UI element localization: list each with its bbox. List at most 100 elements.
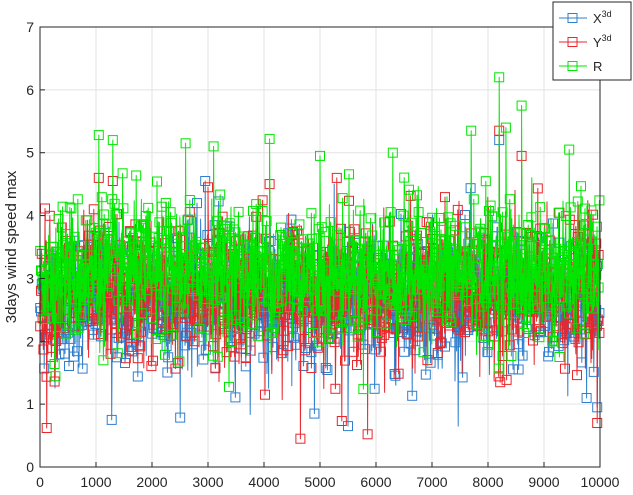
data-point <box>396 243 407 254</box>
data-point <box>483 339 494 350</box>
data-point <box>175 225 186 236</box>
data-point <box>484 206 494 216</box>
data-point <box>413 207 424 218</box>
data-point <box>163 352 174 363</box>
data-point <box>379 217 390 228</box>
data-point <box>77 363 88 374</box>
data-point <box>454 324 465 335</box>
data-point <box>376 287 387 298</box>
data-point <box>480 176 491 187</box>
data-point <box>512 282 522 293</box>
data-point <box>354 321 365 332</box>
data-point <box>163 263 174 274</box>
data-point <box>166 218 177 229</box>
data-point <box>348 284 358 294</box>
data-point <box>466 125 477 136</box>
data-point <box>331 172 342 183</box>
data-point <box>113 295 124 306</box>
data-point <box>341 248 352 259</box>
data-point <box>51 266 62 277</box>
data-point <box>320 304 331 315</box>
legend-marker <box>567 61 578 71</box>
data-point <box>394 298 405 309</box>
data-point <box>224 381 234 392</box>
data-point <box>87 293 98 304</box>
data-point <box>106 233 117 244</box>
data-point <box>484 264 495 275</box>
data-point <box>586 205 597 216</box>
data-point <box>69 231 80 242</box>
data-point <box>95 253 106 264</box>
data-point <box>467 279 478 289</box>
data-point <box>112 348 123 359</box>
data-point <box>451 290 462 301</box>
data-point <box>190 240 201 251</box>
data-point <box>252 330 263 341</box>
data-point <box>564 144 575 155</box>
data-point <box>549 336 560 347</box>
data-point <box>88 287 99 298</box>
data-point <box>288 332 299 343</box>
data-point <box>452 204 463 215</box>
data-point <box>572 196 583 207</box>
data-point <box>64 202 75 213</box>
data-point <box>314 336 325 347</box>
data-point <box>178 306 189 317</box>
data-point <box>74 308 85 319</box>
data-point <box>447 255 458 266</box>
data-point <box>521 322 532 333</box>
data-point <box>337 193 348 204</box>
data-point <box>482 347 493 358</box>
data-point <box>340 281 350 292</box>
data-point <box>192 198 202 209</box>
data-point <box>257 206 268 216</box>
data-point <box>345 281 356 292</box>
plot-area <box>35 72 605 444</box>
data-point <box>421 278 432 289</box>
y-tick-label: 2 <box>26 333 34 349</box>
data-point <box>249 232 260 243</box>
data-point <box>128 242 139 253</box>
data-point <box>175 412 186 423</box>
data-point <box>440 192 450 203</box>
data-point <box>373 241 384 252</box>
data-point <box>200 176 211 186</box>
data-point <box>312 342 323 353</box>
data-point <box>571 323 582 334</box>
data-point <box>580 329 591 340</box>
data-point <box>436 336 446 347</box>
data-point <box>184 250 194 261</box>
data-point <box>268 322 279 333</box>
data-point <box>87 313 98 324</box>
data-point <box>106 414 117 425</box>
data-point <box>240 361 251 372</box>
data-point <box>63 260 74 271</box>
data-point <box>132 328 142 339</box>
data-point <box>352 360 362 370</box>
data-point <box>508 364 518 375</box>
data-point <box>503 231 514 242</box>
data-point <box>48 325 59 336</box>
data-point <box>164 225 174 236</box>
data-point <box>362 296 373 307</box>
data-point <box>468 194 479 205</box>
data-point <box>588 303 598 314</box>
data-point <box>353 261 364 272</box>
data-point <box>171 247 182 258</box>
data-point <box>98 355 109 366</box>
data-point <box>174 356 185 367</box>
data-point <box>469 277 480 288</box>
data-point <box>104 281 114 292</box>
data-point <box>473 226 484 237</box>
data-point <box>403 221 414 232</box>
data-point <box>261 216 272 227</box>
data-point <box>266 328 277 339</box>
data-point <box>560 363 570 374</box>
data-point <box>460 327 470 338</box>
data-point <box>522 289 533 300</box>
data-point <box>575 264 586 275</box>
data-point <box>123 295 134 306</box>
data-point <box>308 285 319 296</box>
data-point <box>448 234 459 245</box>
data-point <box>124 345 134 356</box>
